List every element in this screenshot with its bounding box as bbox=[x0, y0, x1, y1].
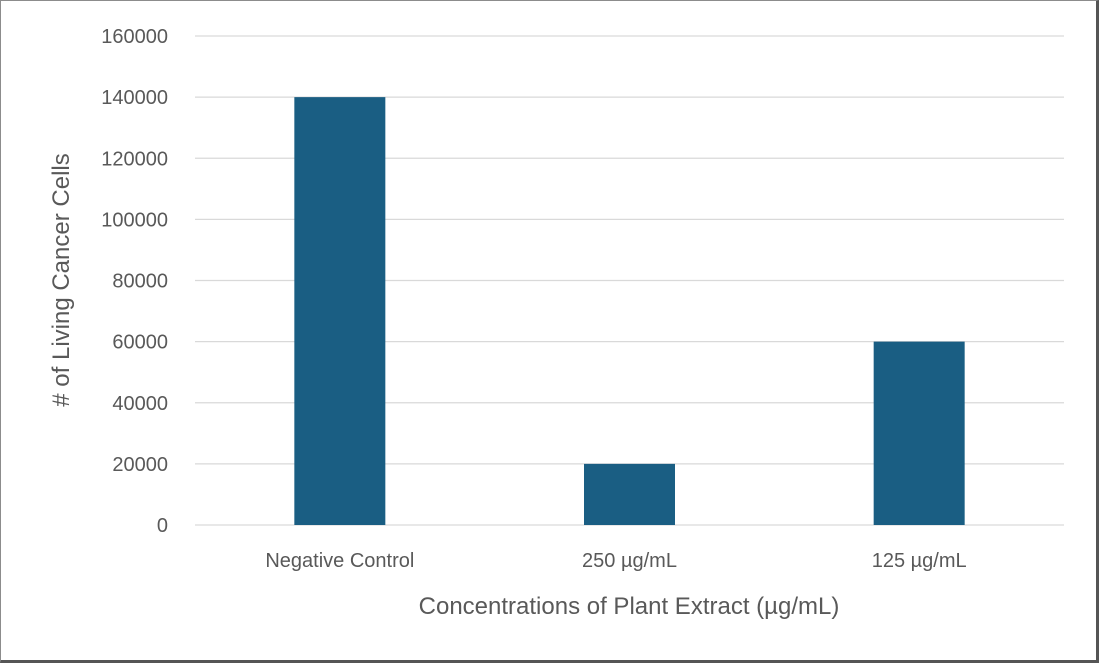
y-tick-label: 120000 bbox=[101, 148, 168, 170]
y-tick-label: 60000 bbox=[112, 332, 168, 354]
x-axis-tick-labels: Negative Control 250 µg/mL 125 µg/mL bbox=[265, 550, 966, 572]
y-tick-label: 140000 bbox=[101, 87, 168, 109]
x-tick-label: Negative Control bbox=[265, 550, 414, 572]
x-tick-label: 250 µg/mL bbox=[582, 550, 677, 572]
y-tick-label: 100000 bbox=[101, 209, 168, 231]
y-tick-label: 0 bbox=[157, 515, 168, 537]
y-tick-label: 160000 bbox=[101, 26, 168, 48]
x-tick-label: 125 µg/mL bbox=[872, 550, 967, 572]
y-tick-label: 20000 bbox=[112, 454, 168, 476]
bar-1 bbox=[584, 463, 675, 525]
y-axis-title: # of Living Cancer Cells bbox=[48, 153, 75, 406]
bar-0 bbox=[294, 97, 386, 525]
y-tick-label: 80000 bbox=[112, 271, 168, 293]
bars bbox=[294, 97, 965, 525]
bar-2 bbox=[873, 341, 965, 525]
y-tick-label: 40000 bbox=[112, 393, 168, 415]
y-axis-tick-labels: 0 20000 40000 60000 80000 100000 120000 140000 1… bbox=[101, 26, 168, 537]
x-axis-title: Concentrations of Plant Extract (µg/mL) bbox=[419, 593, 840, 620]
